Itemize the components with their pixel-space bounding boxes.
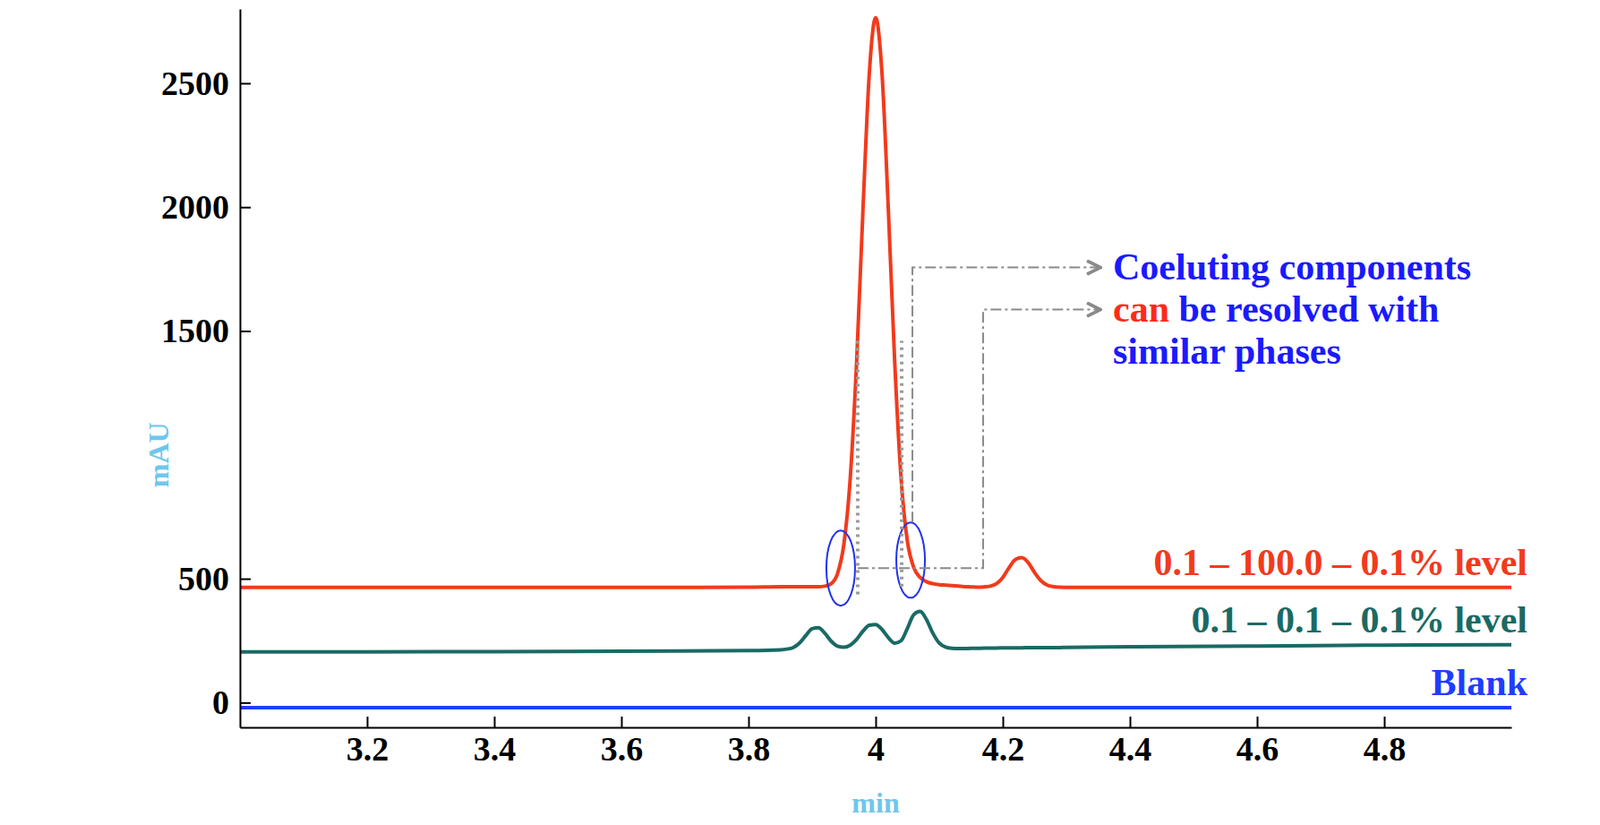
annotation-line: Coeluting components	[1112, 246, 1472, 288]
annotation-text: can	[1112, 288, 1170, 330]
y-axis: 0 500 1500 2000 2500	[161, 9, 251, 728]
y-tick: 500	[178, 559, 251, 598]
x-tick-mark	[875, 716, 878, 728]
y-tick-label: 0	[212, 683, 230, 721]
x-axis: 3.2 3.4 3.6 3.8 4 4.2 4.4 4.6 4.8	[240, 716, 1513, 768]
x-tick-label: 3.8	[727, 729, 771, 768]
series-label: 0.1 – 100.0 – 0.1% level	[1153, 541, 1528, 583]
y-tick: 1500	[161, 311, 251, 350]
x-tick: 4.4	[1109, 716, 1153, 768]
y-tick-label: 2000	[161, 188, 230, 226]
y-tick-mark	[239, 206, 251, 209]
annotation-line: can be resolved with	[1112, 288, 1439, 330]
series-line	[239, 17, 1512, 588]
series-label: Blank	[1431, 661, 1529, 703]
x-tick: 3.8	[727, 716, 771, 768]
y-tick-label: 2500	[161, 64, 230, 103]
x-tick: 3.4	[473, 716, 517, 768]
x-tick-mark	[1384, 716, 1387, 728]
x-tick-label: 3.4	[473, 729, 517, 768]
x-tick-label: 4.2	[982, 729, 1026, 768]
y-tick: 2000	[161, 188, 251, 226]
x-tick: 3.2	[346, 716, 390, 768]
annotation-text: be resolved with	[1169, 288, 1439, 330]
y-tick-mark	[239, 82, 251, 85]
y-tick: 0	[212, 683, 251, 721]
x-tick-label: 3.6	[600, 729, 644, 768]
x-tick-label: 4.6	[1236, 729, 1280, 768]
x-tick-mark	[494, 716, 497, 728]
y-tick-label: 1500	[161, 311, 230, 350]
x-tick-mark	[621, 716, 624, 728]
x-axis-title: min	[851, 786, 900, 819]
y-axis-title: mAU	[142, 421, 175, 488]
x-tick: 4	[867, 716, 885, 768]
x-tick-mark	[1002, 716, 1005, 728]
x-tick-mark	[1257, 716, 1259, 728]
connector-arrow	[912, 267, 1101, 523]
y-tick-label: 500	[178, 559, 230, 598]
highlight-ellipse	[826, 530, 856, 606]
y-tick-mark	[239, 578, 251, 581]
y-tick-mark	[239, 701, 251, 704]
x-tick: 4.8	[1363, 716, 1407, 768]
y-tick-mark	[239, 330, 251, 333]
x-tick-label: 3.2	[346, 729, 390, 768]
annotation-text: Coeluting components	[1112, 246, 1472, 288]
x-tick: 4.2	[982, 716, 1026, 768]
x-tick: 3.6	[600, 716, 644, 768]
x-tick-mark	[1129, 716, 1132, 728]
x-tick-label: 4	[867, 729, 885, 768]
x-tick: 4.6	[1236, 716, 1280, 768]
chart: 3.2 3.4 3.6 3.8 4 4.2 4.4 4.6 4.8 0 500 1500 2000 250…	[0, 0, 1600, 825]
annotation-line: similar phases	[1112, 330, 1342, 372]
y-axis-line	[239, 9, 242, 728]
x-tick-label: 4.8	[1363, 729, 1407, 768]
dotted-guide	[899, 341, 904, 587]
series-label: 0.1 – 0.1 – 0.1% level	[1190, 598, 1528, 641]
x-tick-mark	[748, 716, 751, 728]
x-tick-label: 4.4	[1109, 729, 1153, 768]
connector-arrow	[857, 309, 1101, 569]
series-line	[239, 705, 1512, 710]
dotted-guide	[855, 341, 860, 595]
annotation: Coeluting componentscan be resolved with…	[826, 246, 1472, 606]
x-tick-mark	[367, 716, 369, 728]
series-labels: 0.1 – 100.0 – 0.1% level 0.1 – 0.1 – 0.1%…	[1153, 541, 1528, 703]
y-tick: 2500	[161, 64, 251, 103]
annotation-text: similar phases	[1112, 330, 1342, 372]
